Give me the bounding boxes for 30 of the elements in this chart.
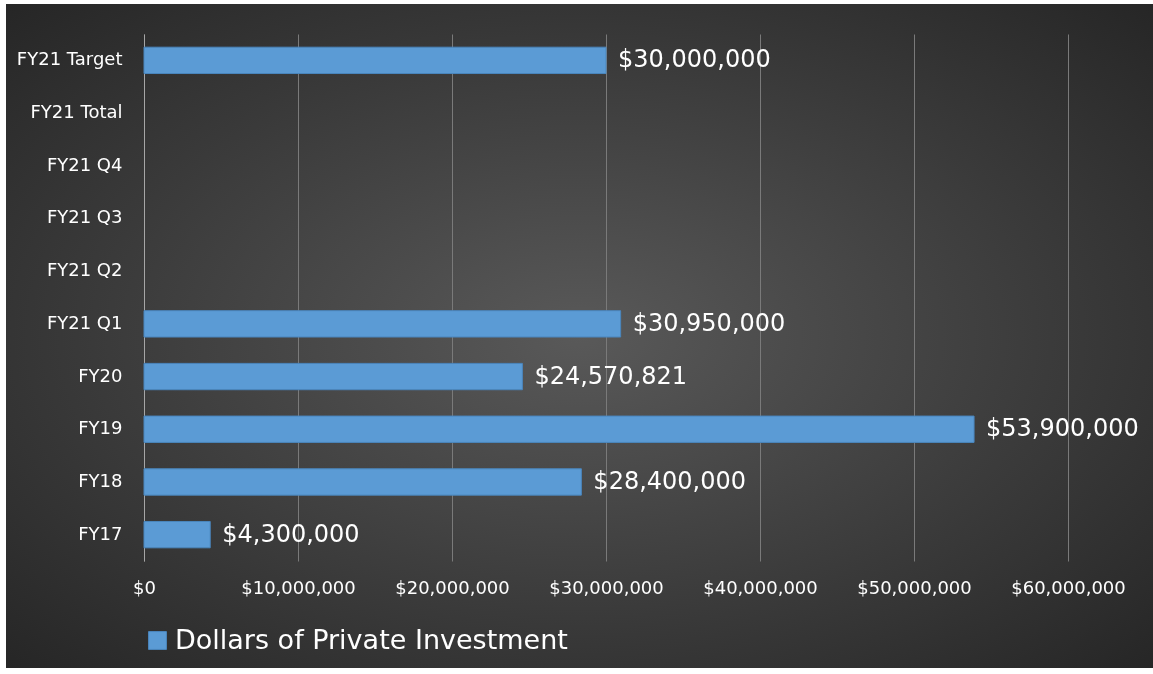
y-tick-label: FY21 Q3 [46,206,123,228]
data-label: $4,300,000 [222,519,360,548]
x-tick-label: $30,000,000 [549,576,664,598]
y-tick-label: FY18 [78,469,123,491]
y-tick-label: FY21 Q4 [46,153,123,175]
legend-label: Dollars of Private Investment [175,623,568,655]
y-tick-label: FY21 Target [16,48,123,70]
x-tick-label: $0 [133,576,156,598]
data-label: $30,000,000 [618,45,771,74]
y-tick-label: FY19 [78,417,123,439]
bar [143,520,211,549]
data-label: $53,900,000 [986,414,1139,443]
bar [143,415,975,443]
x-tick-label: $50,000,000 [857,576,972,598]
y-tick-label: FY21 Q1 [46,311,123,333]
y-tick-label: FY20 [78,364,123,386]
x-tick-label: $40,000,000 [703,576,818,598]
bar [143,468,582,496]
bar [143,46,607,75]
data-label: $28,400,000 [593,466,747,495]
bar [143,362,523,391]
y-tick-label: FY21 Q2 [46,259,123,281]
x-tick-label: $20,000,000 [395,576,510,598]
x-tick-label: $10,000,000 [241,576,356,598]
data-label: $30,950,000 [632,308,786,337]
x-tick-label: $60,000,000 [1011,576,1126,598]
y-tick-label: FY17 [78,522,123,544]
data-label: $24,570,821 [534,361,688,390]
bar [143,310,622,338]
y-tick-label: FY21 Total [30,101,123,123]
